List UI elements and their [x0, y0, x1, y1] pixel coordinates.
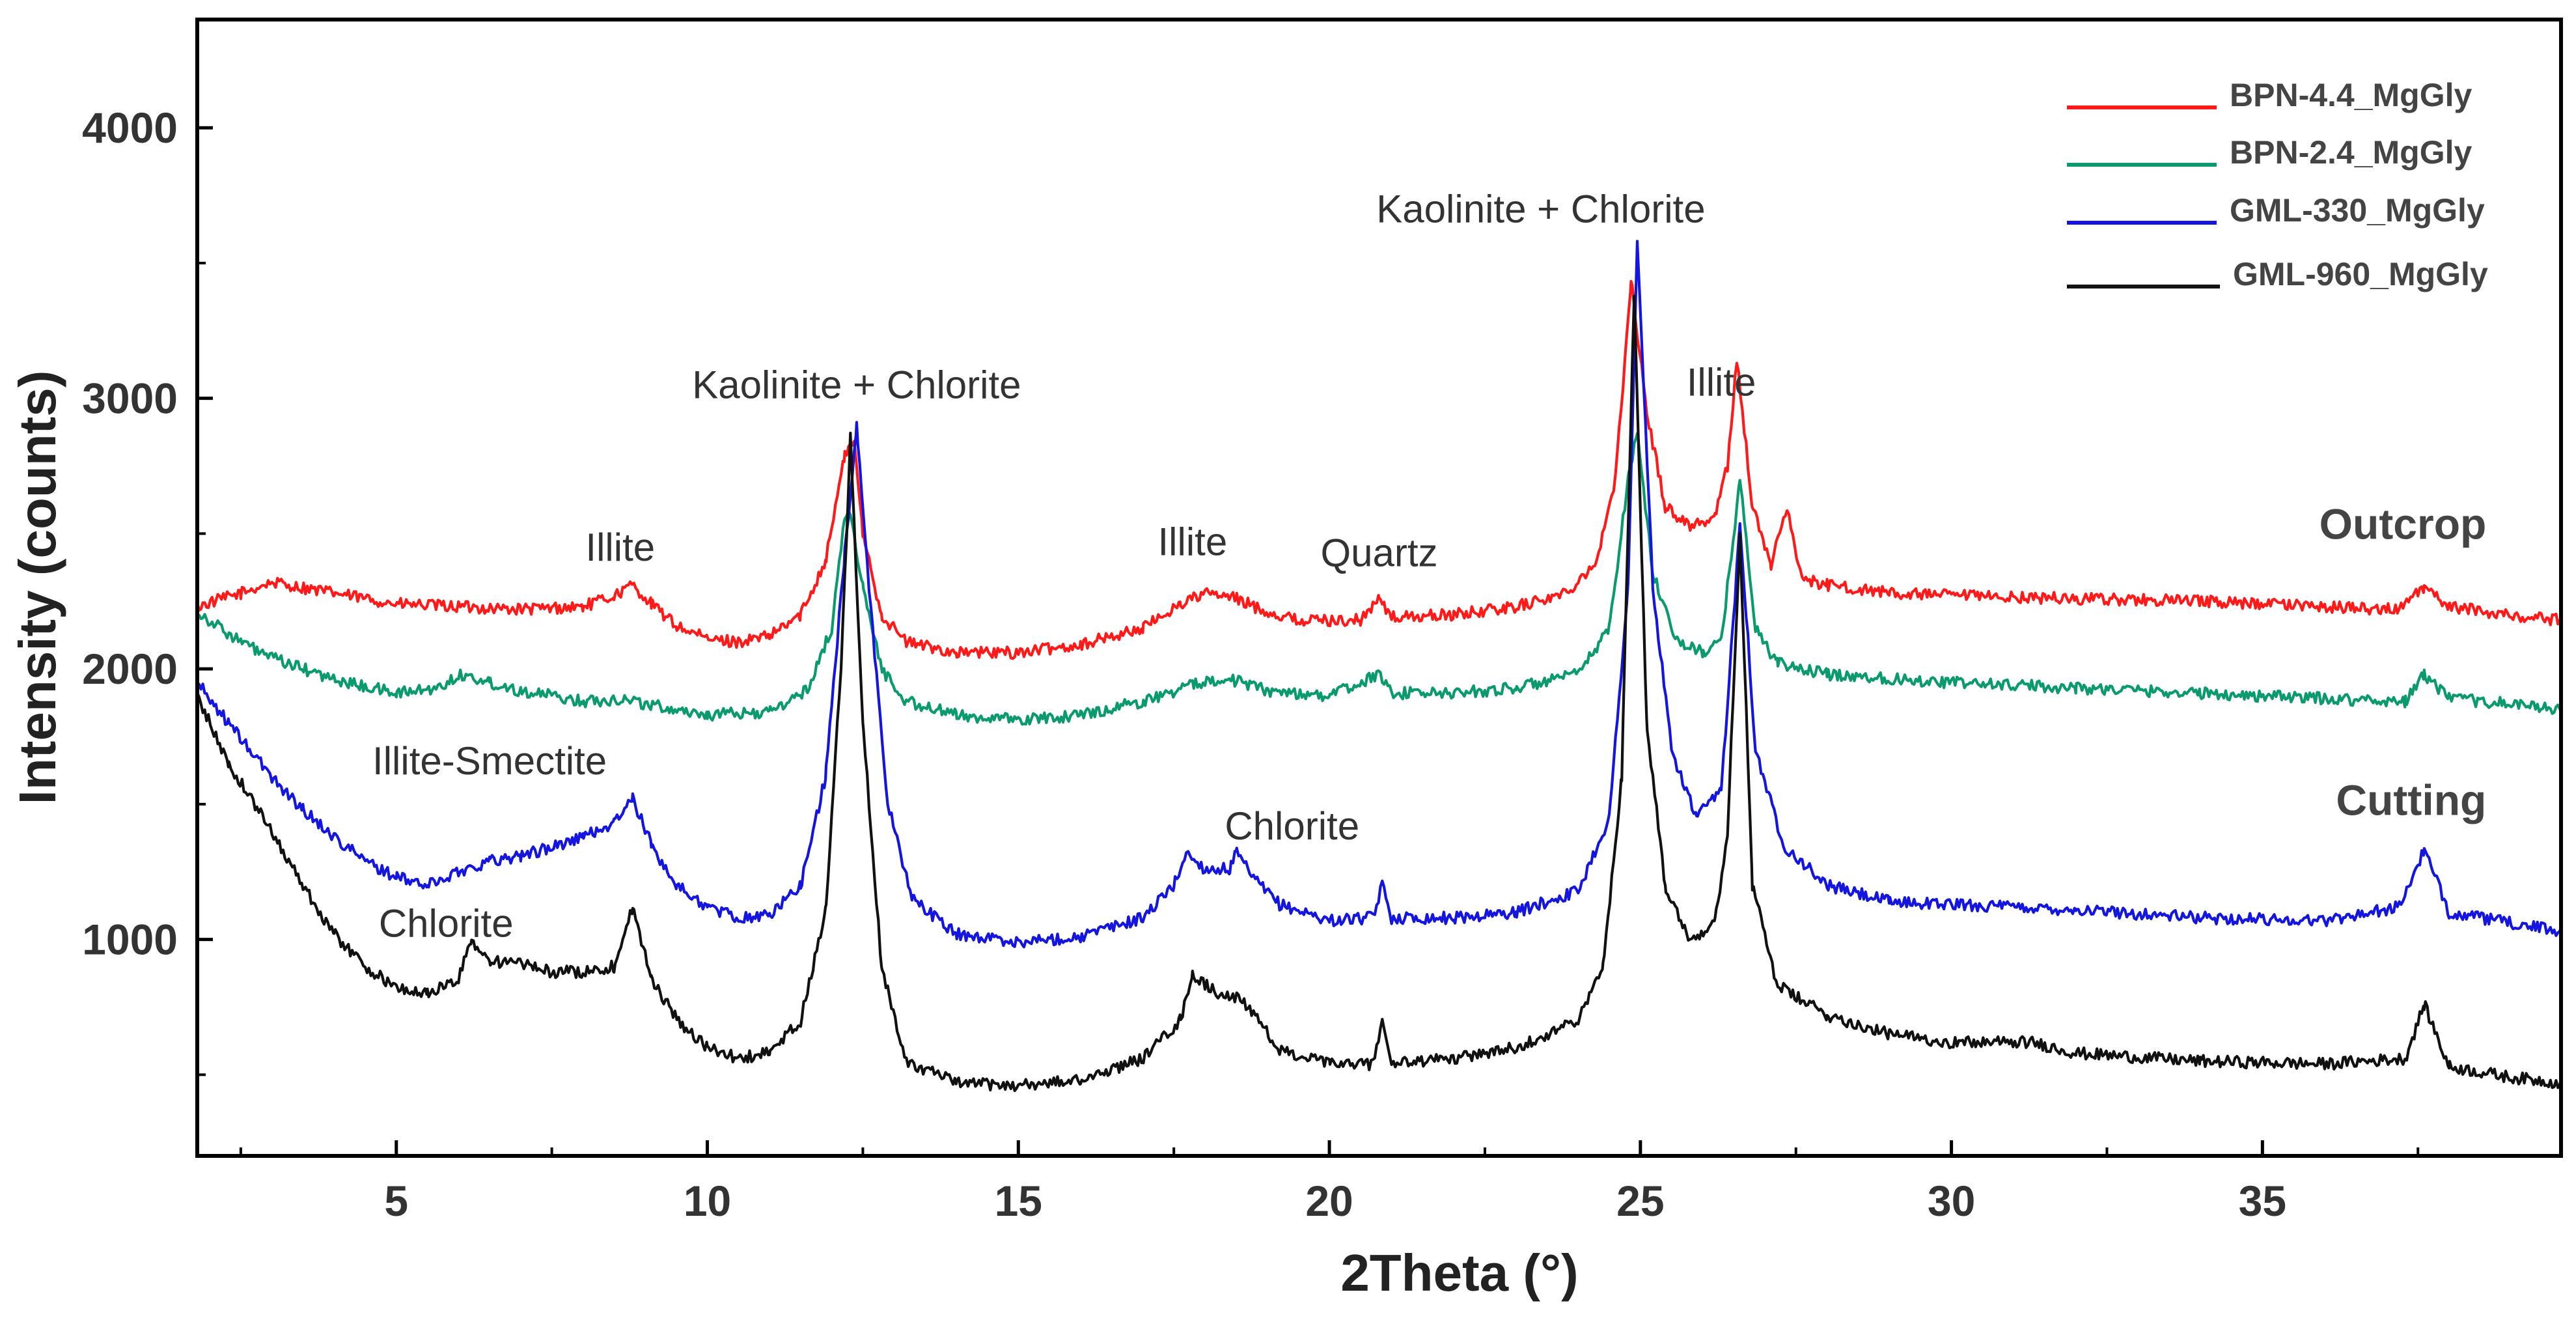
- x-tick-label: 5: [384, 1177, 408, 1225]
- peak-annotation: Illite: [585, 526, 655, 569]
- legend: BPN-4.4_MgGly BPN-2.4_MgGly GML-330_MgGly G…: [2067, 77, 2488, 292]
- legend-label: BPN-4.4_MgGly: [2230, 77, 2472, 113]
- x-tick-label: 30: [1928, 1177, 1975, 1225]
- peak-annotation: Quartz: [1320, 531, 1437, 574]
- peak-annotation: Chlorite: [379, 901, 514, 945]
- x-axis-title: 2Theta (°): [1340, 1244, 1578, 1302]
- group-label: Outcrop: [2320, 500, 2487, 548]
- y-tick-label: 3000: [82, 374, 178, 423]
- y-tick-label: 4000: [82, 104, 178, 152]
- x-tick-label: 35: [2239, 1177, 2286, 1225]
- series-line-gml-960-mggly: [196, 294, 2563, 1092]
- plot-frame: [195, 18, 2563, 1158]
- series-line-gml-330-mggly: [196, 240, 2563, 949]
- peak-annotation: Illite: [1157, 520, 1227, 564]
- group-label: Cutting: [2336, 776, 2486, 824]
- x-tick-label: 10: [684, 1177, 731, 1225]
- series-line-bpn-4-4-mggly: [195, 279, 2563, 660]
- series-layer: [195, 240, 2563, 1092]
- y-axis-title: Intensity (counts): [8, 371, 66, 805]
- peak-annotation: Kaolinite + Chlorite: [1376, 188, 1705, 231]
- legend-label: BPN-2.4_MgGly: [2230, 134, 2472, 171]
- annotation-layer: Kaolinite + Chlorite Kaolinite + Chlorite…: [372, 188, 2486, 946]
- peak-annotation: Illite: [1687, 361, 1756, 404]
- ticks-layer: 5 10 15 20 25 30 35 1000 2000 3000 4000: [82, 104, 2420, 1225]
- x-tick-label: 20: [1305, 1177, 1353, 1225]
- peak-annotation: Kaolinite + Chlorite: [692, 363, 1021, 407]
- x-tick-label: 15: [995, 1177, 1042, 1225]
- x-tick-label: 25: [1616, 1177, 1664, 1225]
- legend-label: GML-330_MgGly: [2230, 192, 2485, 229]
- legend-label: GML-960_MgGly: [2233, 256, 2488, 292]
- series-line-bpn-2-4-mggly: [197, 432, 2562, 726]
- y-tick-label: 2000: [82, 645, 178, 693]
- peak-annotation: Illite-Smectite: [372, 739, 607, 783]
- peak-annotation: Chlorite: [1225, 804, 1359, 848]
- y-tick-label: 1000: [82, 916, 178, 964]
